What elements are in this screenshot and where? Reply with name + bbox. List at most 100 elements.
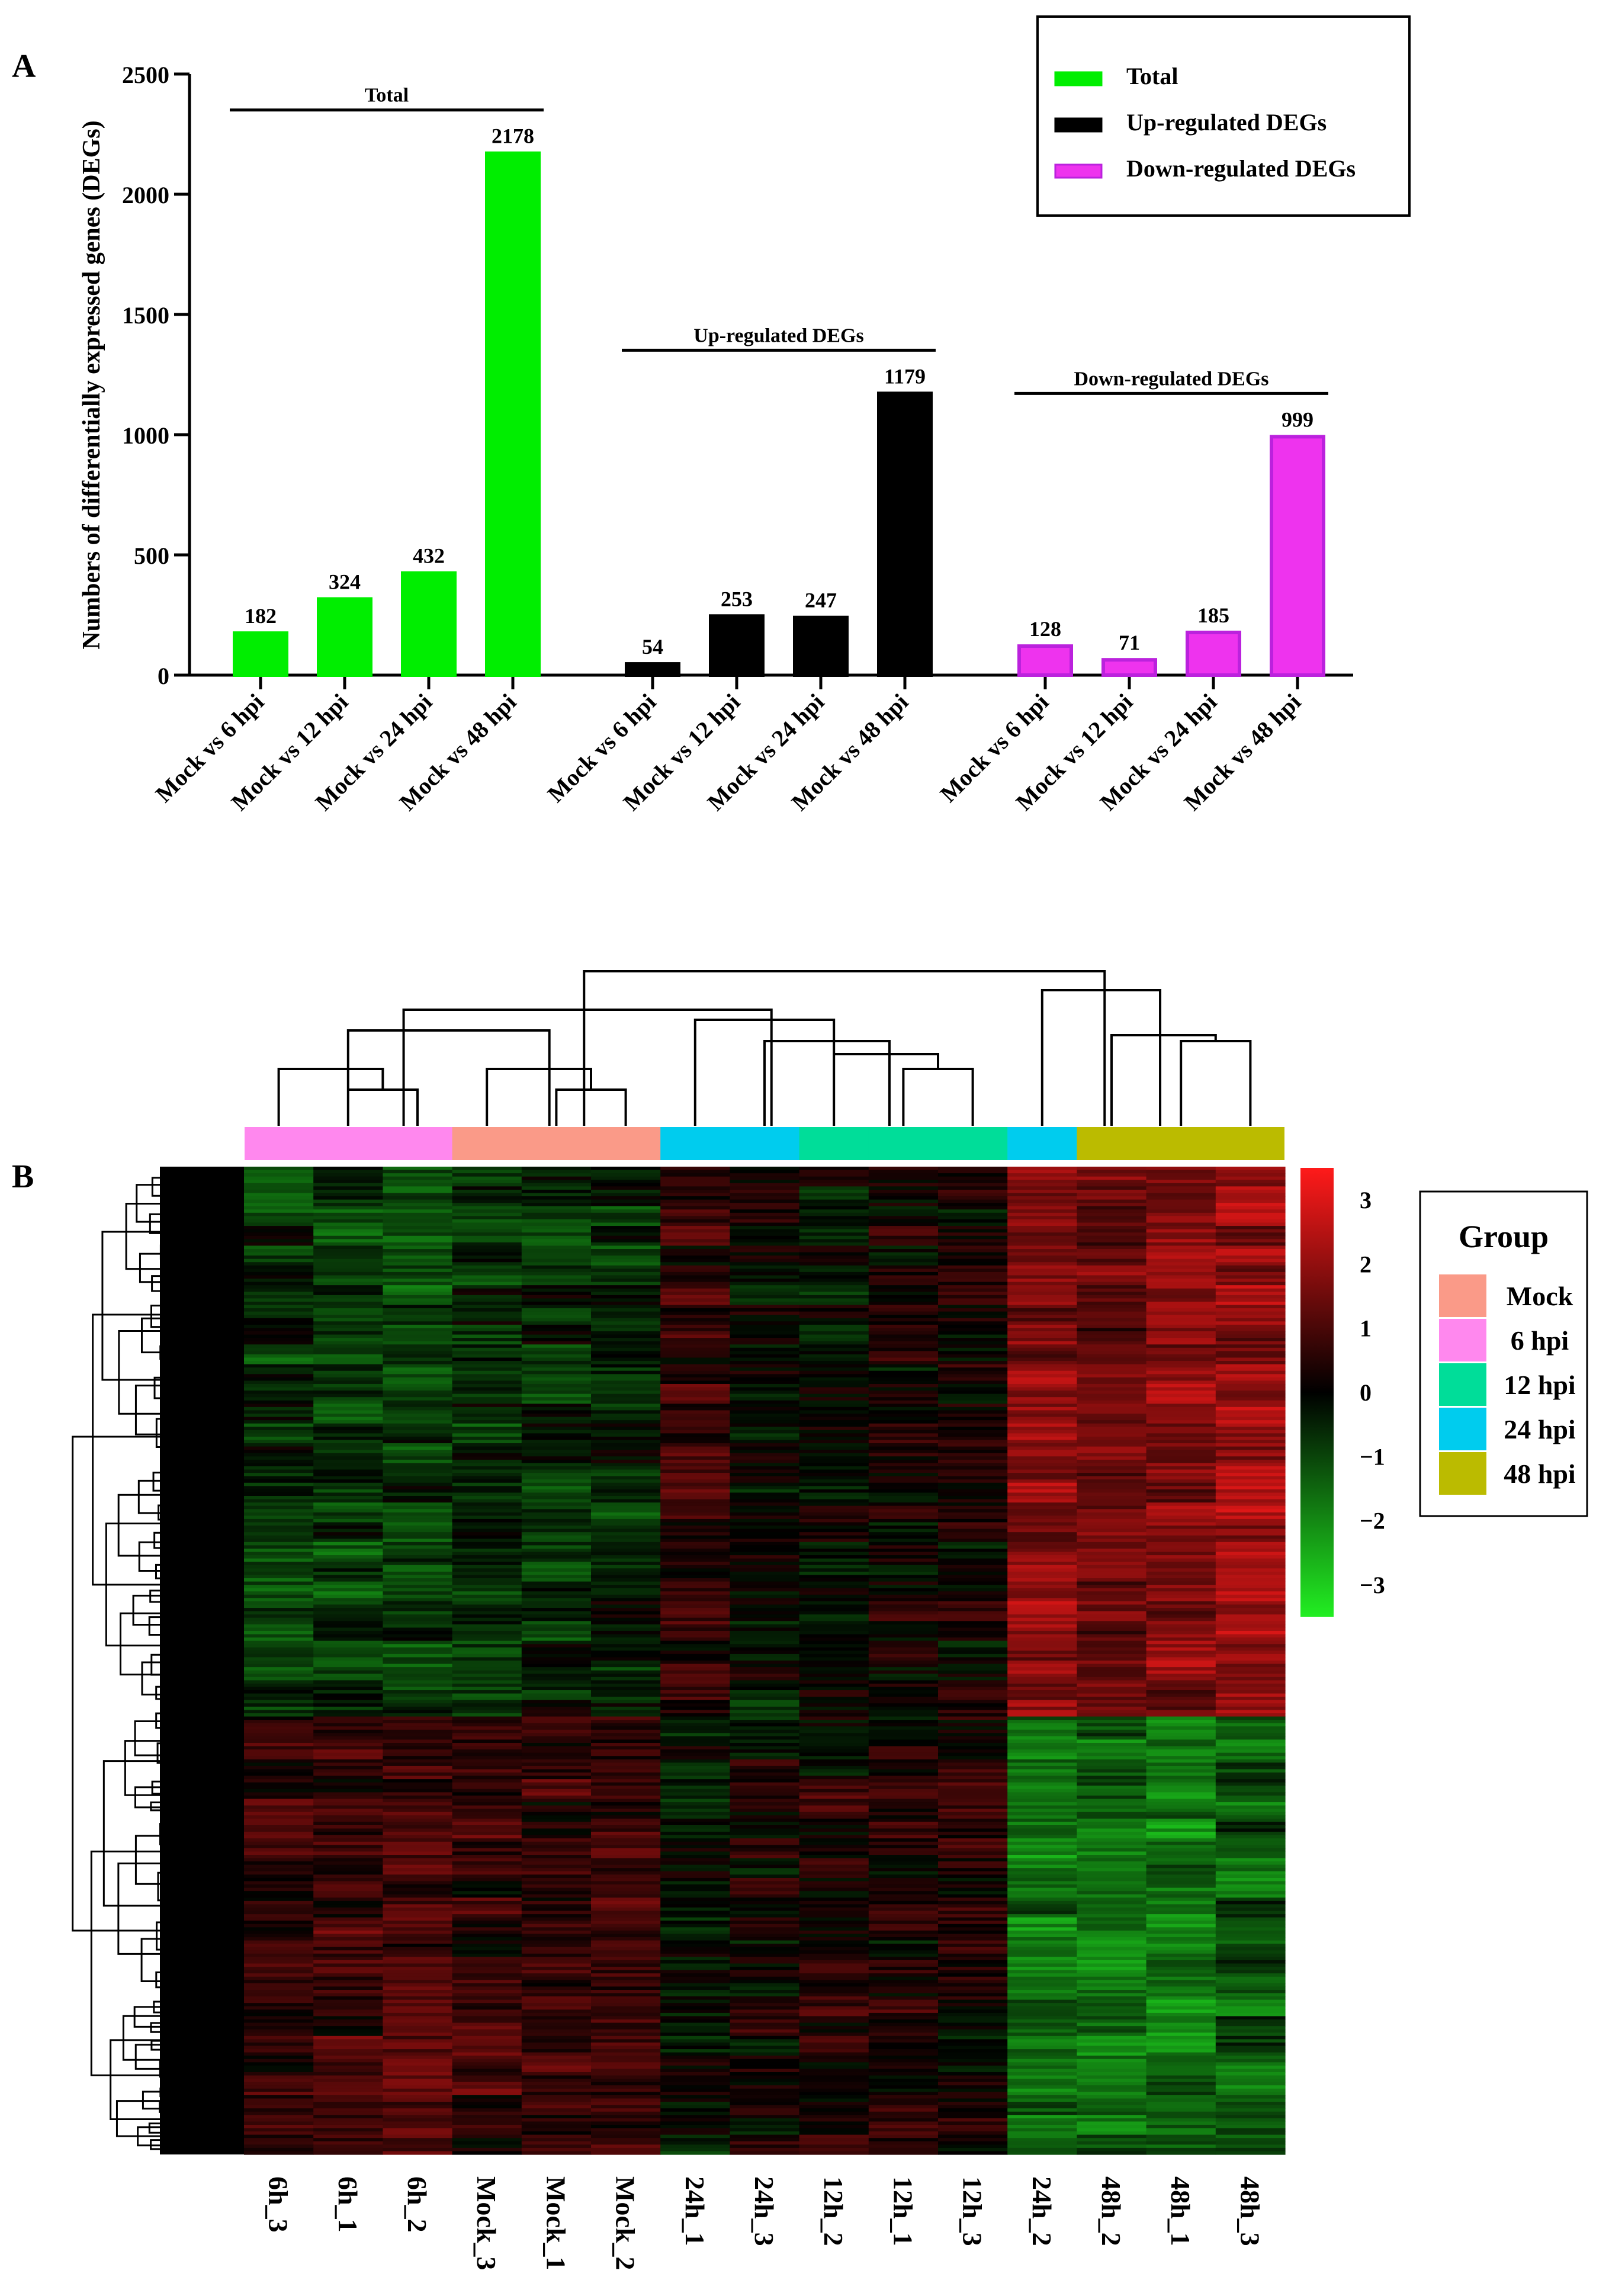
heatmap-cell bbox=[1146, 1354, 1216, 1359]
heatmap-cell bbox=[452, 1400, 522, 1404]
heatmap-cell bbox=[868, 1927, 939, 1931]
heatmap-cell bbox=[868, 1383, 939, 1388]
heatmap-cell bbox=[1077, 1466, 1147, 1470]
heatmap-cell bbox=[452, 1235, 522, 1239]
heatmap-cell bbox=[868, 1782, 939, 1786]
heatmap-cell bbox=[1007, 1482, 1077, 1486]
heatmap-cell bbox=[591, 2003, 661, 2007]
heatmap-cell bbox=[868, 1397, 939, 1401]
heatmap-cell bbox=[383, 1255, 453, 1260]
heatmap-cell bbox=[938, 2052, 1008, 2056]
heatmap-cell bbox=[799, 1400, 869, 1404]
heatmap-cell bbox=[452, 1723, 522, 1727]
colorbar-tick-label: 1 bbox=[1360, 1315, 1372, 1342]
heatmap-cell bbox=[591, 1858, 661, 1862]
heatmap-cell bbox=[244, 1726, 314, 1730]
heatmap-cell bbox=[1007, 1930, 1077, 1935]
heatmap-cell bbox=[244, 2026, 314, 2030]
heatmap-cell bbox=[1007, 1476, 1077, 1480]
heatmap-cell bbox=[1077, 1805, 1147, 1809]
heatmap-cell bbox=[660, 1674, 730, 1678]
heatmap-cell bbox=[730, 1357, 800, 1361]
heatmap-cell bbox=[313, 1252, 383, 1256]
heatmap-cell bbox=[591, 2079, 661, 2083]
heatmap-cell bbox=[938, 2072, 1008, 2076]
heatmap-cell bbox=[383, 1664, 453, 1668]
heatmap-cell bbox=[313, 1479, 383, 1483]
heatmap-cell bbox=[1215, 2019, 1286, 2024]
heatmap-cell bbox=[244, 1245, 314, 1250]
heatmap-cell bbox=[1077, 1542, 1147, 1546]
heatmap-cell bbox=[591, 2111, 661, 2115]
heatmap-cell bbox=[660, 1271, 730, 1276]
heatmap-cell bbox=[799, 2049, 869, 2053]
heatmap-cell bbox=[1146, 2151, 1216, 2155]
heatmap-cell bbox=[868, 1621, 939, 1625]
heatmap-cell bbox=[730, 1242, 800, 1247]
heatmap-cell bbox=[1215, 1446, 1286, 1450]
heatmap-cell bbox=[1077, 1647, 1147, 1651]
heatmap-cell bbox=[1007, 1661, 1077, 1665]
heatmap-cell bbox=[383, 1644, 453, 1648]
heatmap-cell bbox=[799, 1614, 869, 1619]
heatmap-cell bbox=[1007, 1420, 1077, 1424]
heatmap-cell bbox=[868, 1637, 939, 1642]
heatmap-cell bbox=[799, 1377, 869, 1381]
heatmap-cell bbox=[313, 1324, 383, 1329]
heatmap-cell bbox=[591, 1950, 661, 1954]
heatmap-cell bbox=[244, 1779, 314, 1783]
heatmap-cell bbox=[1077, 1341, 1147, 1345]
heatmap-cell bbox=[591, 1640, 661, 1645]
heatmap-cell bbox=[1077, 1298, 1147, 1302]
heatmap-cell bbox=[521, 1894, 592, 1898]
heatmap-cell bbox=[938, 1921, 1008, 1925]
heatmap-cell bbox=[313, 2039, 383, 2043]
heatmap-cell bbox=[1077, 1473, 1147, 1477]
heatmap-cell bbox=[1007, 2144, 1077, 2149]
heatmap-cell bbox=[660, 1960, 730, 1964]
heatmap-cell bbox=[1077, 1222, 1147, 1226]
heatmap-cell bbox=[452, 1667, 522, 1671]
heatmap-cell bbox=[591, 1822, 661, 1826]
heatmap-cell bbox=[1215, 1539, 1286, 1543]
heatmap-cell bbox=[383, 1923, 453, 1928]
heatmap-cell bbox=[244, 1845, 314, 1849]
legend-label: Up-regulated DEGs bbox=[1126, 109, 1327, 136]
heatmap-cell bbox=[660, 1851, 730, 1855]
heatmap-cell bbox=[1215, 1423, 1286, 1427]
heatmap-cell bbox=[313, 2082, 383, 2086]
heatmap-cell bbox=[383, 1786, 453, 1790]
legend-label: Down-regulated DEGs bbox=[1126, 155, 1356, 182]
heatmap-cell bbox=[244, 1344, 314, 1348]
heatmap-cell bbox=[660, 1647, 730, 1651]
heatmap-cell bbox=[244, 1351, 314, 1355]
heatmap-cell bbox=[383, 1980, 453, 1984]
heatmap-cell bbox=[660, 1456, 730, 1460]
heatmap-cell bbox=[383, 2059, 453, 2063]
heatmap-cell bbox=[1215, 1970, 1286, 1974]
heatmap-cell bbox=[660, 1414, 730, 1418]
heatmap-cell bbox=[799, 1391, 869, 1395]
heatmap-cell bbox=[1077, 1828, 1147, 1832]
heatmap-cell bbox=[868, 1528, 939, 1533]
heatmap-cell bbox=[1215, 1341, 1286, 1345]
heatmap-cell bbox=[868, 1505, 939, 1510]
heatmap-cell bbox=[244, 2065, 314, 2070]
heatmap-cell bbox=[660, 1180, 730, 1184]
heatmap-cell bbox=[1077, 1433, 1147, 1437]
heatmap-cell bbox=[313, 1482, 383, 1486]
heatmap-cell bbox=[660, 1970, 730, 1974]
heatmap-cell bbox=[1007, 2039, 1077, 2043]
heatmap-cell bbox=[313, 1736, 383, 1741]
heatmap-cell bbox=[1007, 1216, 1077, 1220]
heatmap-cell bbox=[868, 1558, 939, 1562]
heatmap-cell bbox=[1077, 1900, 1147, 1905]
heatmap-cell bbox=[730, 1315, 800, 1319]
heatmap-cell bbox=[521, 1512, 592, 1516]
heatmap-cell bbox=[938, 1338, 1008, 1342]
heatmap-cell bbox=[313, 2102, 383, 2106]
heatmap-cell bbox=[521, 1650, 592, 1655]
heatmap-cell bbox=[1215, 2121, 1286, 2125]
heatmap-cell bbox=[452, 1562, 522, 1566]
heatmap-cell bbox=[521, 1788, 592, 1793]
